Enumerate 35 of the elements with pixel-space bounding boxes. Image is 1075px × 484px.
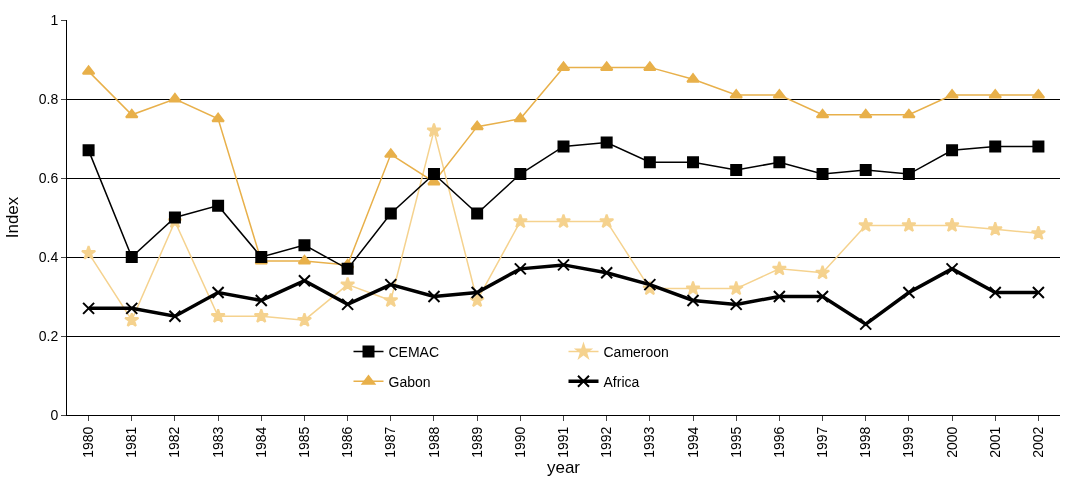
x-tick-label: 1990 xyxy=(511,426,528,458)
y-tick-label: 0 xyxy=(50,406,59,423)
legend-label: Gabon xyxy=(388,373,431,390)
x-tick-label: 1980 xyxy=(80,426,97,458)
x-tick-label: 1988 xyxy=(425,426,442,458)
x-tick-label: 1987 xyxy=(382,426,399,458)
y-tick-label: 0.4 xyxy=(38,248,59,265)
x-tick-label: 1992 xyxy=(598,426,615,458)
x-tick-label: 1999 xyxy=(900,426,917,458)
y-tick-label: 0.8 xyxy=(38,90,59,107)
x-tick-label: 1994 xyxy=(684,426,701,458)
y-tick-label: 0.2 xyxy=(38,327,59,344)
x-tick-label: 1983 xyxy=(209,426,226,458)
x-tick-label: 1984 xyxy=(252,426,269,458)
x-tick-label: 1989 xyxy=(468,426,485,458)
x-tick-label: 1997 xyxy=(814,426,831,458)
legend-label: Africa xyxy=(603,373,640,390)
y-tick-label: 0.6 xyxy=(38,169,59,186)
legend-label: CEMAC xyxy=(388,344,440,361)
x-tick-label: 1982 xyxy=(166,426,183,458)
x-tick-label: 1991 xyxy=(555,426,572,458)
x-tick-label: 1986 xyxy=(339,426,356,458)
x-tick-label: 1985 xyxy=(296,426,313,458)
x-tick-label: 1981 xyxy=(123,426,140,458)
x-tick-label: 2000 xyxy=(943,426,960,458)
y-tick-label: 1 xyxy=(50,11,59,28)
y-axis-title: Index xyxy=(3,196,23,239)
x-tick-label: 2001 xyxy=(986,426,1003,458)
x-tick-label: 2002 xyxy=(1029,426,1046,458)
x-tick-label: 1998 xyxy=(857,426,874,458)
x-tick-label: 1995 xyxy=(727,426,744,458)
legend-label: Cameroon xyxy=(603,344,669,361)
x-tick-label: 1996 xyxy=(770,426,787,458)
x-tick-label: 1993 xyxy=(641,426,658,458)
x-axis-title: year xyxy=(546,457,581,477)
